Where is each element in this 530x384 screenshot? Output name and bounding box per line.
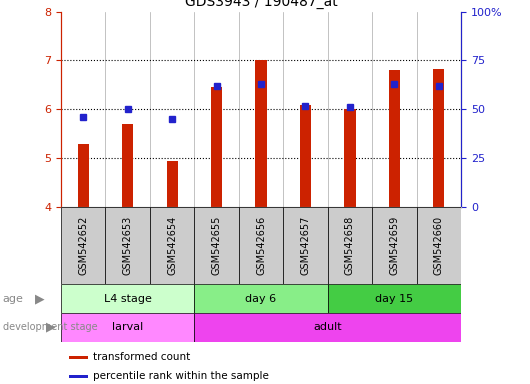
Bar (122, 124, 133, 207)
Text: GSM542655: GSM542655 (211, 216, 222, 275)
Bar (77, 144, 89, 207)
Text: GSM542658: GSM542658 (345, 216, 355, 275)
Text: age: age (3, 293, 23, 304)
Text: day 6: day 6 (245, 293, 277, 304)
Bar (372, 207, 417, 284)
Bar (255, 60, 267, 207)
Bar (105, 207, 150, 284)
Bar (69, 375, 88, 378)
Text: GSM542660: GSM542660 (434, 216, 444, 275)
Bar (195, 207, 239, 284)
Bar (283, 207, 328, 284)
Text: percentile rank within the sample: percentile rank within the sample (93, 371, 269, 381)
Bar (211, 88, 222, 207)
Bar (69, 356, 88, 359)
Bar (417, 207, 461, 284)
Text: GSM542656: GSM542656 (256, 216, 266, 275)
Bar (195, 313, 461, 342)
Text: transformed count: transformed count (93, 353, 190, 362)
Bar (328, 207, 372, 284)
Bar (61, 207, 105, 284)
Text: GSM542659: GSM542659 (390, 216, 400, 275)
Text: GSM542653: GSM542653 (122, 216, 132, 275)
Bar (239, 207, 283, 284)
Bar (389, 70, 400, 207)
Title: GDS3943 / 190487_at: GDS3943 / 190487_at (184, 0, 338, 9)
Text: L4 stage: L4 stage (104, 293, 152, 304)
Bar (300, 104, 311, 207)
Text: GSM542652: GSM542652 (78, 216, 88, 275)
Bar (434, 69, 445, 207)
Text: ▶: ▶ (35, 292, 45, 305)
Bar (61, 313, 195, 342)
Text: larval: larval (112, 322, 143, 333)
Bar (344, 109, 356, 207)
Text: ▶: ▶ (46, 321, 55, 334)
Text: GSM542654: GSM542654 (167, 216, 177, 275)
Bar (61, 284, 195, 313)
Bar (150, 207, 195, 284)
Text: GSM542657: GSM542657 (301, 216, 311, 275)
Bar (166, 161, 178, 207)
Bar (328, 284, 461, 313)
Text: adult: adult (313, 322, 342, 333)
Bar (195, 284, 328, 313)
Text: day 15: day 15 (375, 293, 413, 304)
Text: development stage: development stage (3, 322, 98, 333)
